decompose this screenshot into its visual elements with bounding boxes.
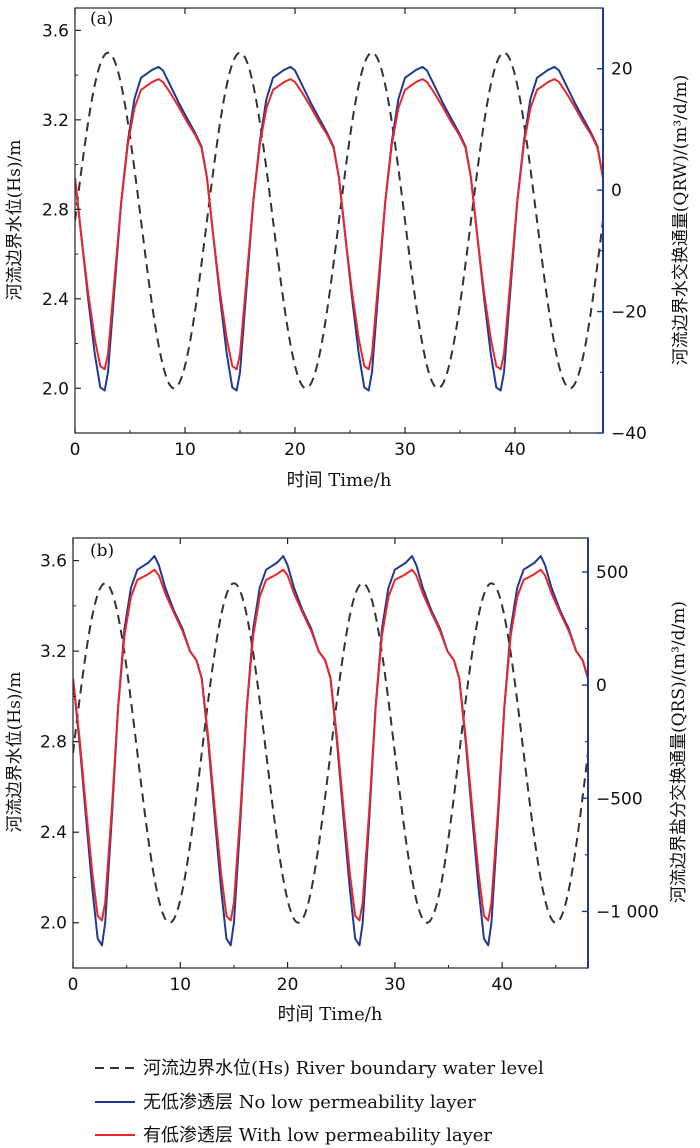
y-right-tick-label: −1 000 — [596, 902, 659, 922]
x-axis-label-b: 时间 Time/h — [278, 1004, 383, 1025]
x-tick-label: 10 — [174, 440, 196, 460]
y-left-tick-label: 2.0 — [40, 914, 67, 934]
panel-a: 0 10 20 30 40 2.0 2.4 2.8 3.2 3.6 −40 −20 0 20 (a) 时间… — [5, 7, 691, 491]
x-axis-label-a: 时间 Time/h — [287, 470, 392, 491]
y-right-tick-label: −40 — [611, 424, 647, 444]
x-tick-label: 0 — [70, 440, 81, 460]
y-left-tick-label: 2.8 — [42, 200, 69, 220]
river-level-line — [75, 51, 603, 390]
y-left-tick-label: 3.6 — [42, 21, 69, 41]
panel-b: 0 10 20 30 40 2.0 2.4 2.8 3.2 3.6 −1 000 −500 0 500 (… — [5, 537, 689, 1025]
no-low-permeability-line — [75, 65, 603, 392]
x-tick-label: 40 — [504, 440, 526, 460]
y-right-tick-label: 0 — [611, 181, 622, 201]
x-tick-label: 10 — [169, 975, 191, 995]
y-left-tick-label: 2.8 — [40, 733, 67, 753]
x-tick-label: 20 — [284, 440, 306, 460]
legend-label-with-low: 有低渗透层 With low permeability layer — [143, 1125, 492, 1146]
with-low-permeability-line — [73, 568, 588, 922]
y-right-tick-label: 20 — [611, 60, 633, 80]
y-left-tick-label: 2.4 — [42, 290, 69, 310]
legend-label-river: 河流边界水位(Hs) River boundary water level — [143, 1058, 544, 1079]
legend-label-no-low: 无低渗透层 No low permeability layer — [143, 1092, 476, 1113]
y-left-tick-label: 3.2 — [42, 111, 69, 131]
y-left-tick-label: 2.4 — [40, 823, 67, 843]
ticks-b: 0 10 20 30 40 2.0 2.4 2.8 3.2 3.6 −1 000 −500 0 500 — [40, 538, 659, 995]
y-right-tick-label: −500 — [596, 789, 643, 809]
y-axis-label-left-b: 河流边界水位(Hs)/m — [5, 672, 25, 833]
ticks-a: 0 10 20 30 40 2.0 2.4 2.8 3.2 3.6 −40 −20 0 20 — [42, 8, 647, 460]
plot-area-a — [75, 51, 603, 392]
y-axis-label-right-a: 河流边界水交换通量(QRW)/(m³/d/m) — [671, 75, 691, 366]
y-right-tick-label: 500 — [596, 563, 628, 583]
x-tick-label: 0 — [68, 975, 79, 995]
legend: 河流边界水位(Hs) River boundary water level 无低… — [95, 1058, 544, 1146]
y-right-tick-label: 0 — [596, 676, 607, 696]
x-tick-label: 30 — [394, 440, 416, 460]
river-level-line — [73, 582, 588, 924]
y-axis-label-right-b: 河流边界盐分交换通量(QRS)/(m³/d/m) — [669, 601, 689, 903]
y-left-tick-label: 2.0 — [42, 379, 69, 399]
x-tick-label: 20 — [277, 975, 299, 995]
y-left-tick-label: 3.6 — [40, 552, 67, 572]
plot-area-b — [73, 555, 588, 947]
with-low-permeability-line — [75, 78, 603, 371]
y-axis-label-left-a: 河流边界水位(Hs)/m — [5, 140, 25, 301]
panel-label-b: (b) — [90, 541, 114, 561]
y-right-tick-label: −20 — [611, 303, 647, 323]
x-tick-label: 40 — [491, 975, 513, 995]
y-left-tick-label: 3.2 — [40, 642, 67, 662]
x-tick-label: 30 — [384, 975, 406, 995]
panel-label-a: (a) — [90, 9, 113, 29]
